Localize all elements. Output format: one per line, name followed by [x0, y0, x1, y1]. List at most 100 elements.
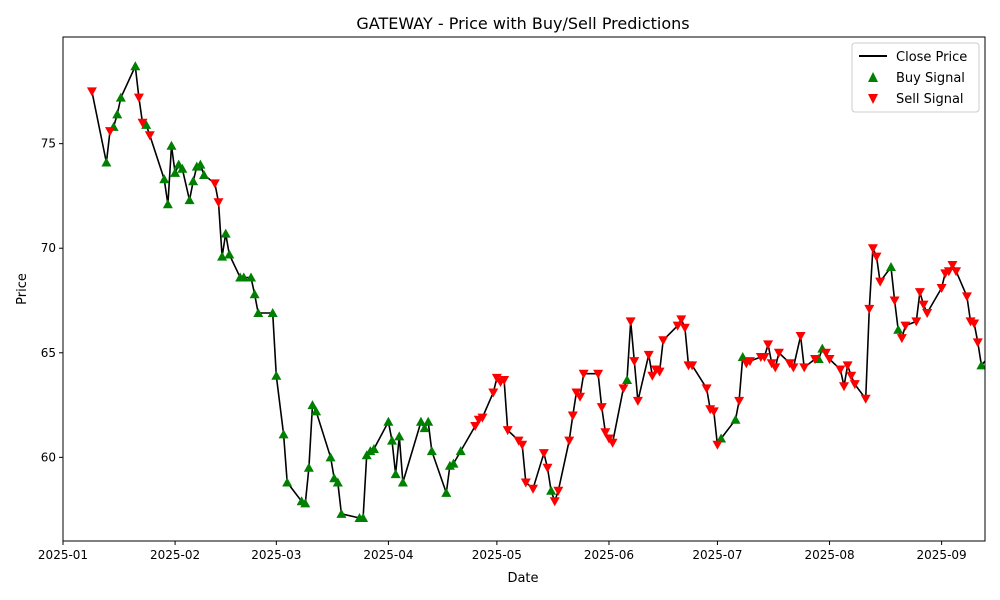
- buy-signal-marker: [311, 406, 322, 416]
- y-axis: 60 65 70 75: [41, 137, 63, 464]
- y-tick-label: 75: [41, 137, 56, 151]
- x-axis-label: Date: [507, 571, 538, 586]
- sell-signal-marker: [838, 382, 849, 392]
- legend-box: [851, 42, 980, 113]
- sell-signal-marker: [969, 319, 980, 329]
- sell-signal-marker: [875, 277, 886, 287]
- sell-signal-marker: [860, 394, 871, 404]
- sell-signal-marker: [759, 352, 770, 362]
- sell-signal-marker: [961, 292, 972, 302]
- plot-frame: [62, 36, 986, 542]
- x-tick-label: 2025-03: [251, 548, 301, 562]
- sell-signal-marker: [712, 440, 723, 450]
- x-tick-label: 2025-01: [38, 548, 88, 562]
- legend: Close Price Buy Signal Sell Signal: [851, 42, 980, 113]
- buy-signal-marker: [195, 159, 206, 169]
- x-tick-label: 2025-08: [804, 548, 854, 562]
- sell-signal-marker: [972, 338, 983, 348]
- sell-signal-marker: [607, 438, 618, 448]
- buy-signal-marker: [423, 416, 434, 426]
- sell-signal-marker: [105, 127, 116, 137]
- sell-signal-marker: [918, 300, 929, 310]
- sell-signal-marker: [658, 336, 669, 346]
- buy-signal-marker: [170, 167, 181, 177]
- chart-title: GATEWAY - Price with Buy/Sell Prediction…: [356, 14, 689, 33]
- y-tick-label: 70: [41, 241, 56, 255]
- sell-signal-marker: [795, 332, 806, 342]
- sell-signal-marker: [849, 380, 860, 390]
- sell-signal-marker: [871, 252, 882, 262]
- sell-signal-marker: [542, 463, 553, 473]
- buy-signal-marker: [300, 498, 311, 508]
- buy-signal-marker: [271, 370, 282, 380]
- buy-signal-marker: [415, 416, 426, 426]
- buy-signal-marker: [249, 289, 260, 299]
- buy-signal-marker: [546, 485, 557, 495]
- sell-signal-marker: [575, 392, 586, 402]
- x-axis: 2025-01 2025-02 2025-03 2025-04 2025-05 2025-…: [38, 541, 967, 562]
- buy-signal-marker: [325, 452, 336, 462]
- buy-signal-marker: [238, 272, 249, 282]
- sell-signal-marker: [632, 396, 643, 406]
- legend-label-close-price: Close Price: [896, 50, 967, 65]
- x-tick-label: 2025-05: [472, 548, 522, 562]
- sell-signal-marker: [596, 403, 607, 413]
- sell-signal-marker: [911, 317, 922, 327]
- sell-signal-marker: [578, 369, 589, 379]
- sell-signal-marker: [708, 407, 719, 417]
- sell-signal-marker: [499, 375, 510, 385]
- buy-signal-marker: [419, 423, 430, 433]
- sell-signal-marker: [824, 355, 835, 365]
- buy-signal-marker: [199, 170, 210, 180]
- buy-signal-marker: [387, 435, 398, 445]
- sell-signal-marker: [553, 486, 564, 496]
- buy-signal-marker: [282, 477, 293, 487]
- sell-signal-marker: [520, 478, 531, 488]
- sell-signal-marker: [470, 421, 481, 431]
- buy-signal-marker: [730, 414, 741, 424]
- sell-signal-marker: [517, 440, 528, 450]
- sell-signal-marker: [549, 497, 560, 507]
- buy-signal-marker: [217, 251, 228, 261]
- buy-signal-marker: [246, 272, 257, 282]
- sell-signal-marker: [538, 449, 549, 459]
- buy-signal-marker: [112, 109, 123, 119]
- sell-signal-marker: [654, 367, 665, 377]
- sell-signal-marker: [647, 371, 658, 381]
- sell-signal-marker: [867, 244, 878, 254]
- sell-signal-marker: [502, 426, 513, 436]
- x-tick-label: 2025-02: [150, 548, 200, 562]
- buy-signal-marker: [184, 195, 195, 205]
- buy-signal-marker: [397, 477, 408, 487]
- sell-signal-marker: [734, 396, 745, 406]
- sell-signal-marker: [643, 350, 654, 360]
- buy-signal-marker: [307, 400, 318, 410]
- buy-signal-marker: [716, 433, 727, 443]
- sell-signal-marker: [914, 288, 925, 298]
- sell-signal-marker: [842, 361, 853, 371]
- sell-signal-marker: [889, 296, 900, 306]
- x-tick-label: 2025-09: [917, 548, 967, 562]
- sell-signal-marker: [744, 357, 755, 367]
- y-tick-label: 65: [41, 346, 56, 360]
- sell-signal-marker: [701, 384, 712, 394]
- buy-signal-marker: [390, 469, 401, 479]
- sell-signal-marker: [528, 484, 539, 494]
- buy-signal-marker: [441, 487, 452, 497]
- sell-signal-marker: [846, 371, 857, 381]
- buy-signal-marker: [448, 458, 459, 468]
- buy-signal-marker: [358, 512, 369, 522]
- sell-signal-marker: [618, 384, 629, 394]
- buy-signal-marker: [115, 92, 126, 102]
- x-tick-label: 2025-06: [584, 548, 634, 562]
- sell-signal-marker: [600, 428, 611, 438]
- sell-signal-marker: [896, 334, 907, 344]
- buy-signal-marker: [336, 508, 347, 518]
- buy-signal-marker: [368, 443, 379, 453]
- sell-signal-marker: [820, 348, 831, 358]
- buy-signal-marker: [162, 199, 173, 209]
- sell-signal-marker: [951, 267, 962, 277]
- buy-signal-marker: [303, 462, 314, 472]
- buy-signal-marker: [885, 262, 896, 272]
